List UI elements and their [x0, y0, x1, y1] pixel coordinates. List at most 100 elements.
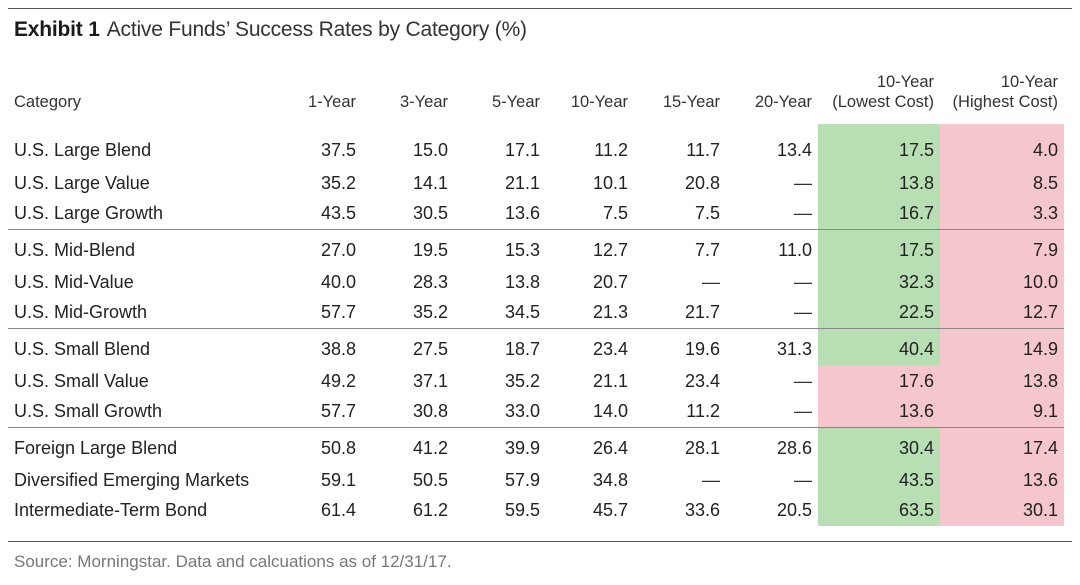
bottom-rule	[8, 541, 1072, 542]
value-cell: —	[794, 203, 812, 224]
lowest-cost-cell: 16.7	[818, 198, 940, 230]
value-cell: 10.1	[592, 172, 628, 193]
header-20-year: 20-Year	[754, 93, 812, 111]
top-rule	[8, 8, 1072, 9]
lowest-cost-cell: 43.5	[818, 465, 940, 496]
value-cell: 33.0	[504, 401, 540, 422]
header-5-year: 5-Year	[491, 93, 540, 111]
value-cell: —	[794, 302, 812, 323]
category-cell: U.S. Large Growth	[14, 203, 164, 224]
lowest-cost-cell: 32.3	[818, 267, 940, 298]
highest-cost-cell: 13.6	[940, 465, 1064, 496]
highest-cost-cell: 13.8	[940, 366, 1064, 397]
value-cell: 23.4	[546, 328, 634, 366]
value-cell: 61.2	[412, 500, 448, 521]
lowest-cost-cell: 13.8	[818, 168, 940, 199]
header-highest-line1: 10-Year	[1000, 73, 1058, 91]
value-cell: 40.0	[320, 271, 356, 292]
highest-cost-cell: 30.1	[940, 495, 1064, 526]
highest-cost-cell: 12.7	[940, 297, 1064, 329]
table-row: U.S. Small Growth 57.7 30.8 33.0 14.0 11.2 — 13…	[8, 396, 1064, 428]
category-cell: Diversified Emerging Markets	[14, 469, 250, 490]
value-cell: —	[794, 172, 812, 193]
value-cell: 39.9	[454, 427, 546, 465]
value-cell: 37.1	[412, 370, 448, 391]
highest-cost-cell: 3.3	[940, 198, 1064, 230]
table-row: Foreign Large Blend 50.8 41.2 39.9 26.4 28.1 2…	[8, 427, 1064, 465]
value-cell: 12.7	[546, 229, 634, 267]
value-cell: 11.2	[594, 139, 628, 160]
category-cell: U.S. Large Blend	[14, 139, 152, 160]
value-cell: 33.6	[684, 500, 720, 521]
value-cell: 18.7	[454, 328, 546, 366]
header-lowest-line1: 10-Year	[876, 73, 934, 91]
value-cell: 30.5	[412, 203, 448, 224]
table-row: U.S. Mid-Value 40.0 28.3 13.8 20.7 — — 32.3 10.0	[8, 267, 1064, 298]
category-cell: U.S. Mid-Value	[14, 271, 134, 292]
header-10-year-highest-cost: 10-Year (Highest Cost)	[940, 62, 1064, 124]
success-rates-table: Category 1-Year 3-Year 5-Year 10-Year 15…	[8, 62, 1064, 526]
value-cell: 21.7	[684, 302, 720, 323]
category-cell: U.S. Small Blend	[8, 328, 278, 366]
header-10-year: 10-Year	[570, 93, 628, 111]
header-15-year: 15-Year	[662, 93, 720, 111]
header-3-year: 3-Year	[399, 93, 448, 111]
lowest-cost-cell: 22.5	[818, 297, 940, 329]
value-cell: —	[794, 401, 812, 422]
value-cell: 35.2	[320, 172, 356, 193]
highest-cost-cell: 8.5	[940, 168, 1064, 199]
highest-cost-cell: 14.9	[940, 328, 1064, 366]
value-cell: 61.4	[320, 500, 356, 521]
category-cell: U.S. Small Value	[14, 370, 149, 391]
value-cell: 50.5	[412, 469, 448, 490]
value-cell: 14.1	[412, 172, 448, 193]
value-cell: 45.7	[592, 500, 628, 521]
value-cell: 35.2	[412, 302, 448, 323]
value-cell: 20.7	[592, 271, 628, 292]
category-cell: Foreign Large Blend	[8, 427, 278, 465]
value-cell: 19.6	[634, 328, 726, 366]
header-1-year: 1-Year	[307, 93, 356, 111]
value-cell: 11.7	[686, 139, 720, 160]
value-cell: 13.4	[776, 139, 812, 160]
table-row: U.S. Large Blend 37.5 15.0 17.1 11.2 11.7 13.4…	[8, 124, 1064, 168]
value-cell: 23.4	[684, 370, 720, 391]
value-cell: 7.7	[634, 229, 726, 267]
value-cell: 17.1	[504, 139, 540, 160]
category-cell: U.S. Mid-Blend	[8, 229, 278, 267]
value-cell: 7.5	[694, 203, 720, 224]
value-cell: —	[702, 469, 720, 490]
value-cell: 15.0	[412, 139, 448, 160]
value-cell: 21.1	[504, 172, 540, 193]
value-cell: —	[794, 469, 812, 490]
value-cell: 34.8	[592, 469, 628, 490]
category-cell: U.S. Large Value	[14, 172, 150, 193]
value-cell: 21.3	[592, 302, 628, 323]
lowest-cost-cell: 17.5	[818, 124, 940, 168]
header-10-year-lowest-cost: 10-Year (Lowest Cost)	[818, 62, 940, 124]
lowest-cost-cell: 63.5	[818, 495, 940, 526]
header-category: Category	[14, 93, 81, 111]
category-cell: U.S. Small Growth	[14, 401, 163, 422]
value-cell: —	[702, 271, 720, 292]
lowest-cost-cell: 13.6	[818, 396, 940, 428]
value-cell: 37.5	[320, 139, 356, 160]
value-cell: 57.7	[320, 302, 356, 323]
value-cell: 11.2	[686, 401, 720, 422]
category-cell: Intermediate-Term Bond	[14, 500, 208, 521]
table-row: U.S. Small Value 49.2 37.1 35.2 21.1 23.4 — 17.…	[8, 366, 1064, 397]
value-cell: 30.8	[412, 401, 448, 422]
value-cell: 11.0	[726, 229, 818, 267]
exhibit-heading: Active Funds’ Success Rates by Category …	[106, 18, 527, 41]
value-cell: 57.7	[320, 401, 356, 422]
value-cell: 13.8	[504, 271, 540, 292]
table-row: U.S. Large Value 35.2 14.1 21.1 10.1 20.8 — 13.…	[8, 168, 1064, 199]
value-cell: 49.2	[320, 370, 356, 391]
value-cell: 34.5	[504, 302, 540, 323]
highest-cost-cell: 10.0	[940, 267, 1064, 298]
value-cell: 13.6	[504, 203, 540, 224]
value-cell: 28.6	[726, 427, 818, 465]
value-cell: 57.9	[504, 469, 540, 490]
value-cell: 19.5	[362, 229, 454, 267]
value-cell: 15.3	[454, 229, 546, 267]
